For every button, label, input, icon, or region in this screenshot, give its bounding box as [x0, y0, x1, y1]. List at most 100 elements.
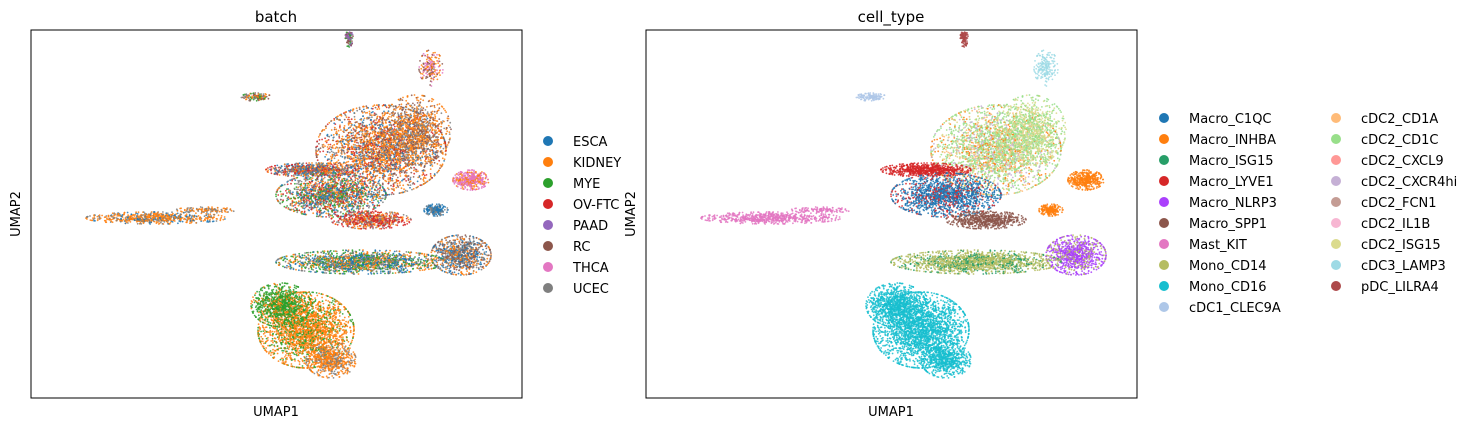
scatter-point	[423, 180, 425, 182]
scatter-point	[221, 209, 223, 211]
scatter-point	[419, 123, 421, 125]
scatter-point	[362, 129, 364, 131]
scatter-point	[369, 133, 371, 135]
scatter-point	[389, 144, 391, 146]
scatter-point	[224, 210, 226, 212]
scatter-point	[153, 221, 155, 223]
scatter-point	[427, 181, 429, 183]
scatter-point	[402, 136, 404, 138]
scatter-point	[166, 214, 168, 216]
scatter-point	[368, 147, 370, 149]
scatter-point	[383, 162, 385, 164]
scatter-point	[395, 121, 397, 123]
scatter-point	[358, 155, 360, 157]
scatter-point	[408, 119, 410, 121]
scatter-point	[364, 145, 366, 147]
scatter-point	[433, 123, 435, 125]
scatter-point	[406, 163, 408, 165]
scatter-point	[431, 61, 433, 63]
scatter-point	[357, 145, 359, 147]
scatter-point	[151, 219, 153, 221]
scatter-point	[397, 123, 399, 125]
scatter-point	[428, 57, 430, 59]
scatter-point	[355, 161, 357, 163]
scatter-point	[420, 159, 422, 161]
scatter-point	[138, 220, 140, 222]
scatter-point	[356, 139, 358, 141]
scatter-point	[336, 152, 338, 154]
scatter-point	[379, 177, 381, 179]
scatter-point	[408, 163, 410, 165]
scatter-point	[402, 184, 404, 186]
scatter-point	[387, 137, 389, 139]
scatter-point	[413, 188, 415, 190]
scatter-point	[174, 220, 176, 222]
scatter-point	[430, 123, 432, 125]
scatter-point	[259, 96, 261, 98]
scatter-point	[427, 54, 429, 56]
scatter-point	[433, 143, 435, 145]
scatter-point	[319, 139, 321, 141]
scatter-point	[339, 162, 341, 164]
scatter-point	[439, 164, 441, 166]
scatter-point	[431, 66, 433, 68]
scatter-point	[190, 210, 192, 212]
scatter-point	[371, 157, 373, 159]
scatter-point	[413, 115, 415, 117]
scatter-point	[399, 123, 401, 125]
scatter-point	[248, 95, 250, 97]
scatter-point	[369, 111, 371, 113]
scatter-point	[387, 187, 389, 189]
scatter-point	[419, 119, 421, 121]
scatter-point	[258, 93, 260, 95]
scatter-point	[406, 114, 408, 116]
scatter-point	[213, 216, 215, 218]
scatter-point	[443, 160, 445, 162]
scatter-point	[340, 155, 342, 157]
scatter-point	[381, 161, 383, 163]
scatter-point	[330, 149, 332, 151]
scatter-point	[381, 143, 383, 145]
scatter-point	[362, 106, 364, 108]
scatter-point	[222, 219, 224, 221]
scatter-point	[338, 159, 340, 161]
scatter-point	[263, 93, 265, 95]
scatter-point	[90, 219, 92, 221]
scatter-point	[383, 115, 385, 117]
scatter-point	[400, 115, 402, 117]
scatter-point	[348, 137, 350, 139]
scatter-point	[384, 105, 386, 107]
scatter-point	[132, 214, 134, 216]
scatter-point	[405, 122, 407, 124]
scatter-point	[354, 116, 356, 118]
scatter-point	[216, 218, 218, 220]
scatter-point	[424, 160, 426, 162]
scatter-point	[428, 100, 430, 102]
scatter-point	[361, 110, 363, 112]
scatter-point	[374, 104, 376, 106]
scatter-point	[376, 151, 378, 153]
scatter-point	[387, 179, 389, 181]
scatter-point	[390, 168, 392, 170]
scatter-point	[439, 70, 441, 72]
scatter-point	[434, 135, 436, 137]
scatter-point	[446, 127, 448, 129]
scatter-point	[209, 213, 211, 215]
scatter-point	[445, 133, 447, 135]
scatter-point	[389, 136, 391, 138]
scatter-point	[414, 168, 416, 170]
scatter-point	[219, 220, 221, 222]
scatter-point	[432, 54, 434, 56]
scatter-point	[415, 164, 417, 166]
scatter-point	[199, 208, 201, 210]
scatter-point	[440, 137, 442, 139]
scatter-point	[356, 155, 358, 157]
scatter-point	[372, 158, 374, 160]
scatter-point	[442, 69, 444, 71]
scatter-point	[333, 118, 335, 120]
scatter-point	[362, 121, 364, 123]
scatter-point	[262, 95, 264, 97]
scatter-point	[177, 210, 179, 212]
scatter-point	[333, 154, 335, 156]
scatter-point	[440, 151, 442, 153]
